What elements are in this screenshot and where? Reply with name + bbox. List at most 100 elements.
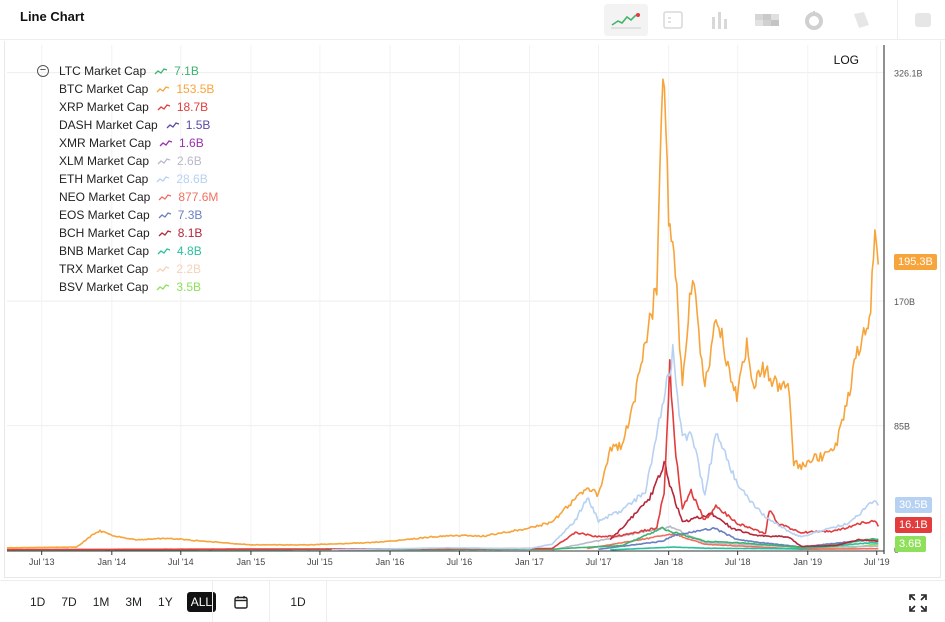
legend-label: XMR Market Cap [59,136,152,150]
x-tick-label: Jul '13 [29,557,55,567]
legend-item[interactable]: BCH Market Cap 8.1B [37,224,218,242]
legend-item[interactable]: BSV Market Cap 3.5B [37,278,218,296]
chart-legend: − LTC Market Cap 7.1B BTC Market Cap 153.5B X… [37,62,218,296]
last-value-tag: 16.1B [895,517,932,533]
legend-item[interactable]: NEO Market Cap 877.6M [37,188,218,206]
legend-item[interactable]: ETH Market Cap 28.6B [37,170,218,188]
interval-selector[interactable]: 1D [290,594,306,609]
series-trend-icon [159,140,173,147]
legend-label: DASH Market Cap [59,118,158,132]
chart-title: Line Chart [20,9,85,24]
legend-value: 2.6B [177,154,202,168]
legend-label: ETH Market Cap [59,172,149,186]
candle-chart-button[interactable] [651,4,695,36]
chart-type-toolbar [601,0,945,40]
log-scale-toggle[interactable]: LOG [833,53,859,67]
legend-item[interactable]: − LTC Market Cap 7.1B [37,62,218,80]
legend-label: BTC Market Cap [59,82,149,96]
legend-item[interactable]: XLM Market Cap 2.6B [37,152,218,170]
y-tick-label: 85B [894,422,910,432]
legend-label: XLM Market Cap [59,154,150,168]
legend-value: 3.5B [176,280,202,294]
donut-chart-button[interactable] [792,4,836,36]
legend-value: 1.5B [185,118,211,132]
range-button-3m[interactable]: 3M [125,594,143,609]
series-trend-icon [157,248,171,255]
x-tick-label: Jan '14 [97,557,126,567]
x-tick-label: Jul '16 [447,557,473,567]
legend-item[interactable]: BNB Market Cap 4.8B [37,242,218,260]
settings-icon [915,13,931,27]
x-tick-label: Jul '14 [168,557,194,567]
chart-header: Line Chart [0,0,945,40]
y-tick-label: 170B [894,297,915,307]
series-trend-icon [156,86,170,93]
last-value-tag: 3.6B [895,536,926,552]
range-button-all[interactable]: ALL [186,591,217,612]
series-trend-icon [156,266,170,273]
legend-value: 7.1B [174,64,199,78]
legend-value: 8.1B [177,226,203,240]
series-trend-icon [158,230,171,237]
series-line [598,527,879,550]
x-tick-label: Jan '19 [793,557,822,567]
toolbar-divider [897,0,898,40]
series-trend-icon [157,104,171,111]
legend-item[interactable]: EOS Market Cap 7.3B [37,206,218,224]
x-tick-label: Jul '17 [586,557,612,567]
legend-label: BNB Market Cap [59,244,150,258]
series-trend-icon [157,158,171,165]
x-tick-label: Jul '18 [725,557,751,567]
series-line [609,460,879,548]
legend-item[interactable]: DASH Market Cap 1.5B [37,116,218,134]
line-chart-button[interactable] [604,4,648,36]
range-button-1d[interactable]: 1D [30,594,46,609]
footer-divider [212,580,213,622]
calendar-button[interactable] [213,581,269,622]
heatmap-button[interactable] [745,4,789,36]
legend-value: 153.5B [176,82,215,96]
legend-value: 18.7B [176,100,209,114]
bar-chart-button[interactable] [698,4,742,36]
settings-button[interactable] [901,4,945,36]
legend-item[interactable]: XMR Market Cap 1.6B [37,134,218,152]
legend-value: 2.2B [176,262,202,276]
series-line [7,78,880,549]
legend-label: NEO Market Cap [59,190,151,204]
range-selector: 1D 7D 1M 3M 1Y ALL [0,591,217,612]
x-tick-label: Jan '18 [654,557,683,567]
donut-chart-icon [805,11,823,30]
legend-label: LTC Market Cap [59,64,147,78]
legend-value: 28.6B [176,172,208,186]
legend-item[interactable]: TRX Market Cap 2.2B [37,260,218,278]
range-button-7d[interactable]: 7D [61,594,77,609]
footer-divider [326,580,327,622]
series-trend-icon [156,176,170,183]
legend-label: BSV Market Cap [59,280,149,294]
x-tick-label: Jul '19 [864,557,890,567]
candle-chart-icon [663,11,683,29]
heatmap-icon [755,14,779,26]
collapse-legend-icon[interactable]: − [37,65,49,77]
series-trend-icon [158,212,171,219]
calendar-icon [234,595,248,609]
y-tick-label: 326.1B [894,69,923,79]
chart-frame [4,41,941,578]
series-trend-icon [166,122,179,129]
bar-chart-icon [712,12,727,29]
legend-value: 877.6M [178,190,219,204]
chart-footer: 1D 7D 1M 3M 1Y ALL 1D [0,580,945,622]
legend-item[interactable]: BTC Market Cap 153.5B [37,80,218,98]
last-value-tag: 195.3B [894,254,937,270]
line-chart-icon [611,13,641,29]
range-button-1y[interactable]: 1Y [158,594,173,609]
legend-item[interactable]: XRP Market Cap 18.7B [37,98,218,116]
map-button[interactable] [839,4,883,36]
fullscreen-icon[interactable] [909,594,927,612]
legend-label: EOS Market Cap [59,208,150,222]
x-tick-label: Jan '16 [376,557,405,567]
range-button-1m[interactable]: 1M [92,594,110,609]
series-line [7,359,880,551]
legend-label: BCH Market Cap [59,226,150,240]
